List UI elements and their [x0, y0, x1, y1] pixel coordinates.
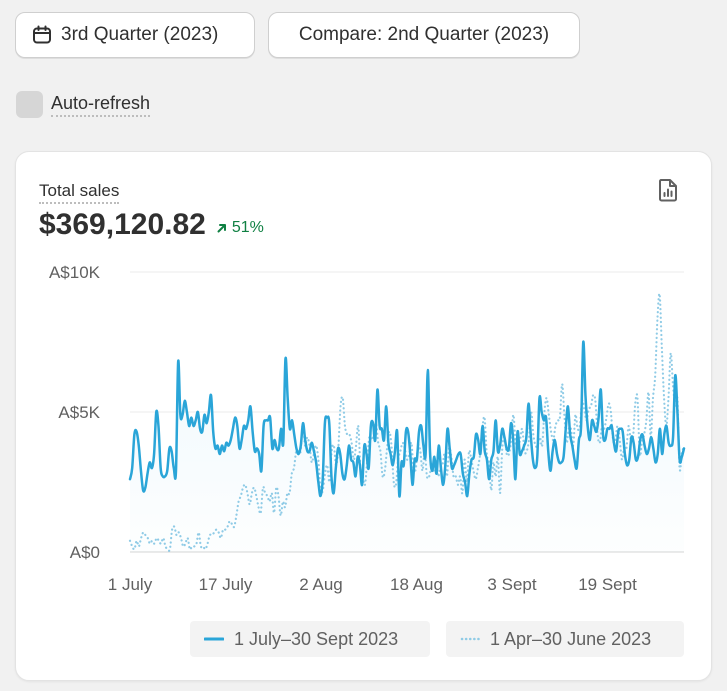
solid-line-swatch	[204, 637, 224, 641]
legend-label-current: 1 July–30 Sept 2023	[234, 628, 399, 649]
total-sales-value: $369,120.82	[39, 208, 206, 241]
x-tick-label: 19 Sept	[578, 575, 637, 594]
auto-refresh-checkbox[interactable]	[16, 91, 43, 118]
card-title[interactable]: Total sales	[39, 181, 120, 204]
arrow-up-right-icon	[217, 224, 226, 233]
x-tick-label: 1 July	[108, 575, 153, 594]
x-tick-label: 17 July	[199, 575, 253, 594]
x-tick-label: 3 Sept	[487, 575, 536, 594]
calendar-icon	[33, 25, 51, 44]
compare-period-button[interactable]: Compare: 2nd Quarter (2023)	[268, 12, 580, 58]
y-tick-label: A$10K	[49, 263, 101, 282]
total-sales-card: Total sales $369,120.82 51% A$0 A$5K A$10K…	[15, 151, 712, 681]
auto-refresh-toggle: Auto-refresh	[16, 91, 151, 118]
delta-value: 51%	[231, 219, 264, 236]
auto-refresh-label[interactable]: Auto-refresh	[51, 93, 151, 117]
legend-item-previous[interactable]: 1 Apr–30 June 2023	[446, 621, 684, 657]
compare-period-label: Compare: 2nd Quarter (2023)	[298, 24, 550, 45]
legend-label-previous: 1 Apr–30 June 2023	[490, 628, 652, 649]
current-series-area	[130, 341, 684, 552]
previous-series-line	[128, 292, 686, 552]
current-series-line	[128, 340, 686, 498]
delta-badge: 51%	[216, 219, 264, 237]
report-icon[interactable]	[657, 178, 679, 202]
y-tick-label: A$5K	[58, 403, 100, 422]
y-tick-label: A$0	[70, 543, 100, 562]
x-tick-label: 2 Aug	[299, 575, 343, 594]
x-tick-label: 18 Aug	[390, 575, 443, 594]
dotted-line-swatch	[460, 637, 480, 641]
sales-line-chart: A$0 A$5K A$10K 1 July 17 July 2 Aug 18 Aug 3 Se…	[49, 263, 686, 594]
legend-item-current[interactable]: 1 July–30 Sept 2023	[190, 621, 430, 657]
date-range-label: 3rd Quarter (2023)	[61, 24, 219, 45]
total-row: $369,120.82 51%	[39, 208, 264, 242]
date-range-button[interactable]: 3rd Quarter (2023)	[15, 12, 255, 58]
